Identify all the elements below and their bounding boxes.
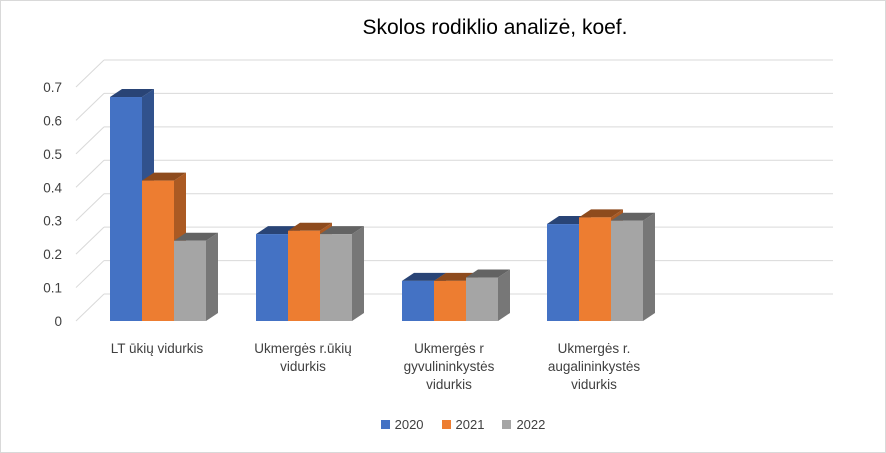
- gridline-depth-4: [75, 159, 105, 188]
- bar-side-1-2: [352, 226, 364, 321]
- legend-label-1: 2021: [455, 417, 485, 432]
- legend: 2020 2021 2022: [0, 417, 886, 432]
- bar-top-1-2: [320, 226, 364, 235]
- bar-3-1: [579, 217, 611, 321]
- category-label-0: LT ūkių vidurkis: [110, 341, 204, 356]
- chart-title: Skolos rodiklio analizė, koef.: [362, 16, 628, 39]
- y-tick-label-0: 0: [54, 314, 62, 329]
- gridline-depth-1: [75, 260, 105, 288]
- legend-item-0: 2020: [380, 417, 424, 432]
- bar-2-2: [466, 277, 498, 321]
- gridline-depth-6: [75, 93, 105, 121]
- bar-top-3-2: [611, 212, 655, 221]
- gridline-depth-3: [75, 193, 105, 222]
- legend-label-2: 2022: [516, 417, 546, 432]
- y-tick-label-7: 0.7: [43, 80, 62, 95]
- gridline-depth-2: [75, 226, 105, 255]
- bar-side-2-2: [498, 269, 510, 321]
- bar-side-3-2: [643, 212, 655, 321]
- category-label-1: Ukmergės r.ūkių vidurkis: [254, 341, 352, 374]
- bar-0-1: [142, 180, 174, 321]
- bar-side-0-2: [206, 232, 218, 321]
- category-label-2: Ukmergės r gyvulininkystės vidurkis: [403, 341, 495, 392]
- bar-top-2-2: [466, 269, 510, 278]
- bar-top-1-1: [288, 222, 332, 231]
- bar-0-0: [110, 97, 142, 321]
- bar-top-3-1: [579, 209, 623, 218]
- gridline-depth-7: [75, 59, 105, 88]
- bar-2-1: [434, 280, 466, 321]
- legend-label-0: 2020: [394, 417, 424, 432]
- y-tick-label-5: 0.5: [43, 147, 62, 162]
- bar-0-2: [174, 240, 206, 321]
- bar-top-0-1: [142, 172, 186, 181]
- bar-3-0: [547, 224, 579, 321]
- gridline-depth-5: [75, 126, 105, 155]
- bar-3-2: [611, 220, 643, 321]
- bar-1-0: [256, 234, 288, 321]
- gridline-depth-0: [75, 293, 105, 322]
- y-tick-label-4: 0.4: [43, 180, 62, 195]
- legend-swatch-2: [502, 420, 512, 429]
- y-tick-label-3: 0.3: [43, 214, 62, 229]
- legend-item-2: 2022: [502, 417, 545, 432]
- legend-swatch-1: [441, 420, 451, 429]
- y-tick-label-2: 0.2: [43, 247, 62, 262]
- bar-top-2-0: [402, 272, 446, 281]
- y-tick-label-6: 0.6: [43, 113, 62, 128]
- legend-item-1: 2021: [441, 417, 485, 432]
- legend-swatch-0: [380, 420, 390, 429]
- bar-2-0: [402, 280, 434, 321]
- y-tick-label-1: 0.1: [43, 281, 62, 296]
- category-label-3: Ukmergės r. augalininkystės vidurkis: [547, 341, 641, 392]
- bar-top-0-2: [174, 232, 218, 241]
- bar-top-0-0: [110, 89, 154, 98]
- bar-1-2: [320, 234, 352, 321]
- bar-1-1: [288, 230, 320, 321]
